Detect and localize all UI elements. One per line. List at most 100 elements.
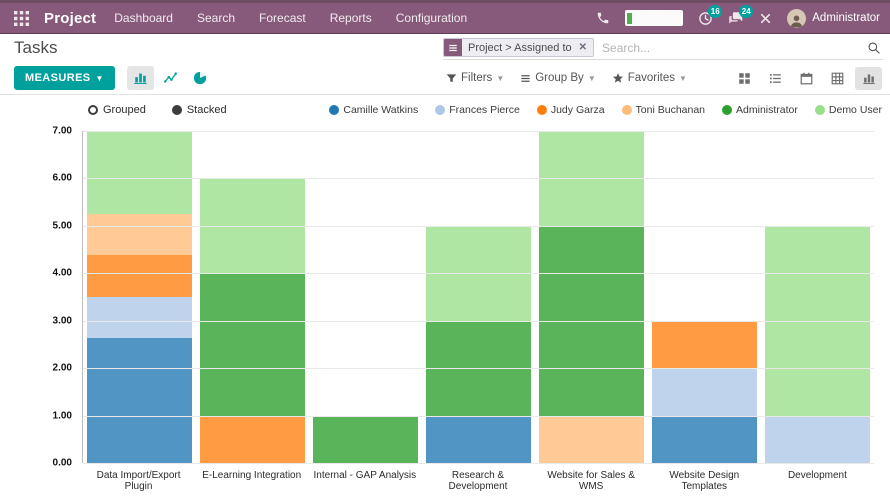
- search-options: Filters ▼ Group By ▼ Favorites ▼: [446, 72, 687, 84]
- caret-down-icon: ▼: [587, 73, 596, 83]
- favorites-menu[interactable]: Favorites ▼: [612, 72, 687, 84]
- bar-segment[interactable]: [651, 415, 758, 463]
- x-tick-label: Data Import/Export Plugin: [96, 470, 181, 492]
- stacked-bar[interactable]: [764, 131, 871, 463]
- y-tick-label: 6.00: [52, 172, 72, 184]
- phone-icon[interactable]: [596, 11, 610, 25]
- bar-slot: [83, 130, 196, 463]
- activities-badge: 16: [708, 4, 723, 18]
- timer-widget[interactable]: [625, 10, 684, 26]
- legend-item[interactable]: Demo User: [814, 104, 882, 116]
- graph-view-button[interactable]: [855, 66, 882, 90]
- chart-type-switcher: [126, 66, 214, 90]
- user-menu[interactable]: Administrator: [787, 8, 880, 28]
- bar-segment[interactable]: [538, 415, 645, 463]
- topbar-menu-item-reports[interactable]: Reports: [329, 11, 372, 25]
- legend-dot-icon: [536, 105, 547, 115]
- group-by-facet-icon: [444, 39, 462, 56]
- legend-label: Demo User: [828, 104, 882, 116]
- grouped-radio[interactable]: Grouped: [88, 104, 146, 116]
- stacked-bar[interactable]: [651, 131, 758, 463]
- bar-segment[interactable]: [312, 415, 419, 463]
- stacked-bar[interactable]: [312, 131, 419, 463]
- stacked-radio[interactable]: Stacked: [171, 104, 227, 116]
- bar-segment[interactable]: [86, 130, 193, 214]
- kanban-view-button[interactable]: [731, 67, 758, 90]
- caret-down-icon: ▼: [679, 73, 687, 83]
- app-name[interactable]: Project: [44, 9, 97, 27]
- grid-icon: [13, 10, 29, 26]
- bar-segment[interactable]: [199, 415, 306, 463]
- legend-label: Frances Pierce: [449, 104, 520, 116]
- measures-button[interactable]: MEASURES ▼: [14, 66, 115, 90]
- stacked-bar[interactable]: [425, 131, 532, 463]
- x-tick-label: Website Design Templates: [669, 470, 740, 492]
- line-chart-button[interactable]: [157, 66, 184, 90]
- legend-dot-icon: [621, 105, 632, 115]
- apps-menu-icon[interactable]: [10, 7, 32, 29]
- breadcrumb: Tasks: [14, 38, 58, 57]
- bar-segment[interactable]: [86, 255, 193, 297]
- topbar-menu-item-forecast[interactable]: Forecast: [259, 11, 306, 25]
- timer-progress: [627, 12, 633, 24]
- radio-unselected-icon: [88, 105, 98, 115]
- control-panel-bottom: MEASURES ▼ Filters ▼ Group By ▼: [0, 62, 890, 95]
- bar-segment[interactable]: [425, 415, 532, 463]
- search-facet[interactable]: Project > Assigned to ✕: [443, 38, 595, 57]
- x-tick-label: Research & Development: [448, 470, 508, 492]
- legend-item[interactable]: Camille Watkins: [329, 104, 418, 116]
- group-by-menu[interactable]: Group By ▼: [520, 72, 596, 84]
- graph-view: Grouped Stacked Camille Watkins Frances P…: [0, 95, 890, 500]
- gridline: [83, 320, 874, 322]
- stacked-bar[interactable]: [538, 131, 645, 463]
- bar-segment[interactable]: [86, 213, 193, 256]
- bar-slot: [535, 131, 648, 463]
- facet-remove-icon[interactable]: ✕: [578, 42, 588, 53]
- chart-legend: Camille Watkins Frances Pierce Judy Garza T…: [329, 104, 882, 116]
- bar-mode-toggle: Grouped Stacked: [88, 104, 227, 116]
- legend-item[interactable]: Toni Buchanan: [621, 104, 705, 116]
- filters-menu[interactable]: Filters ▼: [446, 72, 504, 84]
- bar-slot: [648, 131, 761, 463]
- gridline: [83, 368, 874, 370]
- calendar-view-button[interactable]: [793, 67, 820, 90]
- top-navbar: Project Dashboard Search Forecast Reports Co…: [0, 0, 890, 34]
- bar-segment[interactable]: [764, 415, 871, 463]
- bar-segment[interactable]: [86, 338, 193, 463]
- bar-segment[interactable]: [199, 273, 306, 416]
- stacked-bar[interactable]: [199, 131, 306, 463]
- bar-slot: [196, 131, 309, 463]
- search-input[interactable]: [594, 40, 867, 55]
- search-icon[interactable]: [867, 41, 883, 55]
- tools-icon[interactable]: [759, 12, 772, 25]
- bar-slot: [422, 131, 535, 463]
- topbar-menu-item-configuration[interactable]: Configuration: [395, 11, 468, 25]
- caret-down-icon: ▼: [95, 73, 104, 83]
- stacked-bar[interactable]: [86, 130, 193, 463]
- activities-button[interactable]: 16: [698, 4, 723, 26]
- gridline: [83, 415, 874, 417]
- messages-button[interactable]: 24: [728, 4, 754, 26]
- topbar-menu-item-search[interactable]: Search: [196, 11, 236, 25]
- legend-item[interactable]: Administrator: [722, 104, 798, 116]
- legend-item[interactable]: Judy Garza: [536, 104, 605, 116]
- bar-segment[interactable]: [86, 296, 193, 339]
- user-avatar: [787, 8, 807, 28]
- bars-container: [83, 130, 874, 463]
- pie-chart-button[interactable]: [187, 66, 214, 90]
- bar-segment[interactable]: [651, 368, 758, 416]
- user-name: Administrator: [812, 12, 880, 24]
- bar-chart-button[interactable]: [126, 66, 154, 90]
- bar-segment[interactable]: [651, 320, 758, 369]
- gridline: [83, 225, 874, 227]
- y-tick-label: 1.00: [52, 410, 72, 422]
- pivot-view-button[interactable]: [824, 67, 851, 90]
- y-tick-label: 2.00: [52, 362, 72, 374]
- y-axis-labels: 0.00 1.00 2.00 3.00 4.00 5.00 6.00 7.00: [0, 126, 77, 469]
- list-view-button[interactable]: [762, 67, 789, 90]
- legend-item[interactable]: Frances Pierce: [435, 104, 520, 116]
- gridline: [83, 178, 874, 180]
- topbar-menu-item-dashboard[interactable]: Dashboard: [114, 11, 173, 25]
- topbar-menu: Dashboard Search Forecast Reports Configurat…: [114, 11, 467, 25]
- x-tick-label: Internal - GAP Analysis: [313, 470, 417, 481]
